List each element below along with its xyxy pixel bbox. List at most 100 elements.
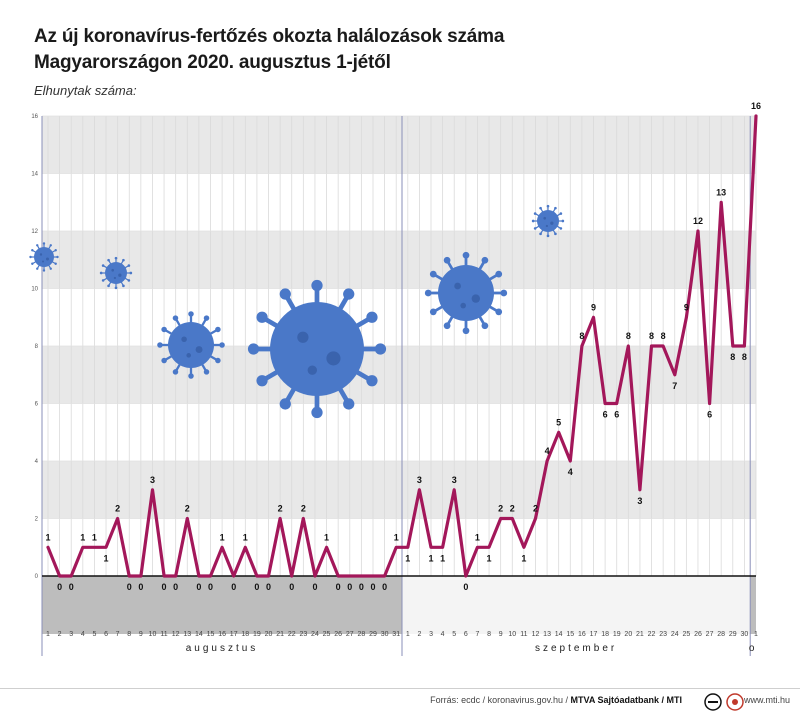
virus-icon bbox=[247, 279, 387, 419]
x-tick-label: 31 bbox=[392, 631, 400, 638]
y-axis-label: Elhunytak száma: bbox=[34, 83, 137, 98]
data-label: 0 bbox=[336, 582, 341, 592]
month-label: szeptember bbox=[535, 643, 617, 654]
virus-spot bbox=[326, 351, 341, 366]
data-label: 0 bbox=[463, 582, 468, 592]
virus-spot bbox=[181, 336, 187, 343]
data-label: 2 bbox=[498, 504, 503, 514]
x-tick-label: 19 bbox=[253, 631, 261, 638]
x-tick-label: 27 bbox=[346, 631, 354, 638]
virus-spike-tip bbox=[99, 271, 103, 275]
virus-spike-tip bbox=[188, 373, 194, 379]
data-label: 8 bbox=[579, 331, 584, 341]
x-tick-label: 29 bbox=[729, 631, 737, 638]
data-label: 0 bbox=[312, 582, 317, 592]
chart-title: Az új koronavírus-fertőzés okozta halálo… bbox=[34, 24, 504, 76]
virus-spike-tip bbox=[56, 255, 59, 259]
data-label: 0 bbox=[266, 582, 271, 592]
x-tick-label: 6 bbox=[104, 631, 108, 638]
x-tick-labels: 1 2 3 4 5 6 7 8 9 10 11 12 13 14 15 16 17 18 19 20 21 22 23 24 2… bbox=[46, 631, 758, 638]
data-label: 1 bbox=[521, 553, 526, 563]
virus-spike-tip bbox=[495, 308, 503, 316]
virus-spike-tip bbox=[54, 249, 57, 252]
x-tick-label: 5 bbox=[92, 631, 96, 638]
data-label: 2 bbox=[278, 504, 283, 514]
data-label: 1 bbox=[429, 553, 434, 563]
data-label: 2 bbox=[533, 504, 538, 514]
x-tick-label: 29 bbox=[369, 631, 377, 638]
x-tick-label: 12 bbox=[532, 631, 540, 638]
x-tick-label: 15 bbox=[566, 631, 574, 638]
y-tick-label: 6 bbox=[35, 402, 39, 408]
virus-body bbox=[105, 262, 127, 284]
y-tick-label: 0 bbox=[35, 574, 39, 580]
virus-icon bbox=[531, 204, 565, 238]
data-label: 8 bbox=[661, 331, 666, 341]
data-label: 1 bbox=[80, 532, 85, 542]
virus-spot bbox=[186, 353, 191, 358]
x-tick-label: 21 bbox=[636, 631, 644, 638]
plot-background bbox=[42, 116, 756, 634]
x-tick-label: 24 bbox=[671, 631, 679, 638]
y-tick-label: 8 bbox=[35, 344, 39, 350]
virus-spike-tip bbox=[343, 398, 355, 410]
virus-body bbox=[270, 302, 364, 396]
data-label: 2 bbox=[510, 504, 515, 514]
x-tick-label: 14 bbox=[195, 631, 203, 638]
grid-band bbox=[42, 346, 756, 404]
x-tick-label: 14 bbox=[555, 631, 563, 638]
virus-spike-tip bbox=[462, 327, 470, 335]
virus-spike-tip bbox=[172, 369, 179, 375]
virus-spot bbox=[111, 268, 115, 272]
data-label: 3 bbox=[452, 475, 457, 485]
data-label: 1 bbox=[394, 532, 399, 542]
virus-spike-tip bbox=[546, 204, 550, 208]
data-label: 0 bbox=[370, 582, 375, 592]
footer: Forrás: ecdc / koronavirus.gov.hu / MTVA… bbox=[0, 688, 800, 713]
virus-spike-tip bbox=[429, 270, 437, 278]
x-tick-label: 3 bbox=[69, 631, 73, 638]
data-label: 0 bbox=[196, 582, 201, 592]
x-tick-label: 25 bbox=[682, 631, 690, 638]
virus-spike-tip bbox=[311, 279, 323, 292]
x-tick-label: 4 bbox=[81, 631, 85, 638]
data-label: 4 bbox=[568, 467, 573, 477]
source-agency: MTVA Sajtóadatbank / MTI bbox=[570, 695, 682, 705]
data-label: 3 bbox=[150, 475, 155, 485]
x-tick-label: 22 bbox=[288, 631, 296, 638]
x-tick-label: 28 bbox=[357, 631, 365, 638]
site-label: www.mti.hu bbox=[743, 695, 790, 705]
virus-spot bbox=[39, 253, 43, 256]
virus-spike-tip bbox=[247, 343, 260, 355]
data-label: 0 bbox=[347, 582, 352, 592]
virus-spike-tip bbox=[215, 326, 221, 333]
virus-spike-tip bbox=[443, 322, 451, 330]
x-tick-label: 13 bbox=[543, 631, 551, 638]
virus-icon bbox=[157, 311, 225, 379]
virus-spike-tip bbox=[42, 269, 46, 272]
x-tick-label: 20 bbox=[265, 631, 273, 638]
data-label: 0 bbox=[69, 582, 74, 592]
x-tick-label: 1 bbox=[406, 631, 410, 638]
x-tick-label: 26 bbox=[334, 631, 342, 638]
virus-spike-tip bbox=[256, 375, 268, 387]
data-label: 1 bbox=[324, 532, 329, 542]
august-base-band bbox=[42, 576, 402, 634]
virus-spike-tip bbox=[533, 212, 537, 215]
source-prefix: Forrás: ecdc / koronavirus.gov.hu / bbox=[430, 695, 571, 705]
data-label: 1 bbox=[243, 532, 248, 542]
virus-spike-tip bbox=[343, 288, 355, 300]
virus-spike-tip bbox=[366, 311, 378, 323]
x-tick-label: 26 bbox=[694, 631, 702, 638]
virus-spike-tip bbox=[311, 406, 323, 419]
virus-spot bbox=[297, 331, 309, 343]
virus-icon bbox=[29, 242, 59, 272]
virus-spike-tip bbox=[531, 219, 535, 223]
virus-spike-tip bbox=[559, 212, 563, 215]
virus-spike-tip bbox=[215, 357, 221, 364]
x-tick-label: 23 bbox=[299, 631, 307, 638]
september-base-band bbox=[402, 576, 751, 634]
virus-body bbox=[168, 322, 214, 368]
virus-spike-tip bbox=[114, 256, 118, 260]
data-label: 0 bbox=[162, 582, 167, 592]
